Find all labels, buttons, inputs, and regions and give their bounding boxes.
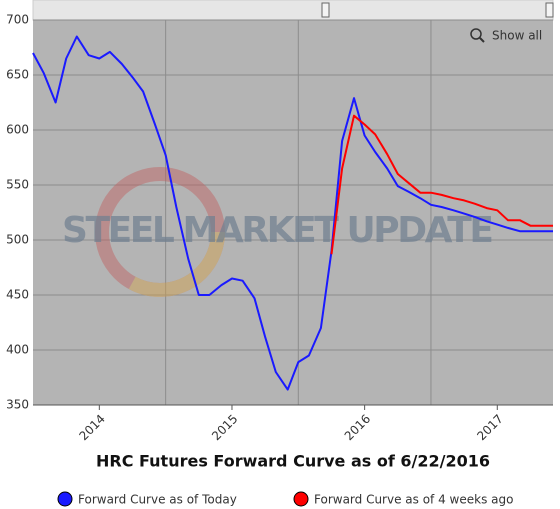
y-tick-label: 350: [6, 398, 29, 412]
show-all-button[interactable]: Show all: [470, 28, 542, 43]
x-tick-label: 2014: [76, 412, 107, 443]
navigator-handle[interactable]: [321, 2, 330, 18]
legend-label: Forward Curve as of 4 weeks ago: [314, 493, 513, 507]
watermark: STEEL MARKET UPDATE: [62, 210, 494, 251]
watermark-logo: [95, 167, 225, 297]
y-tick-label: 450: [6, 288, 29, 302]
legend-label: Forward Curve as of Today: [78, 493, 237, 507]
y-tick-label: 400: [6, 343, 29, 357]
legend-marker: [57, 491, 73, 507]
legend-marker: [293, 491, 309, 507]
y-tick-label: 500: [6, 233, 29, 247]
x-tick-label: 2015: [209, 412, 240, 443]
y-tick-label: 550: [6, 178, 29, 192]
series-line: [32, 35, 553, 391]
x-tick-label: 2016: [342, 412, 373, 443]
button-label[interactable]: Show all: [492, 29, 542, 43]
navigator-handle[interactable]: [545, 2, 554, 18]
x-tick-label: 2017: [474, 412, 505, 443]
chart-title: HRC Futures Forward Curve as of 6/22/201…: [96, 452, 490, 471]
y-tick-label: 600: [6, 123, 29, 137]
y-tick-label: 700: [6, 13, 29, 27]
plot-area: [33, 20, 553, 405]
series-line: [330, 114, 553, 255]
navigator: [32, 0, 554, 21]
y-tick-label: 650: [6, 68, 29, 82]
